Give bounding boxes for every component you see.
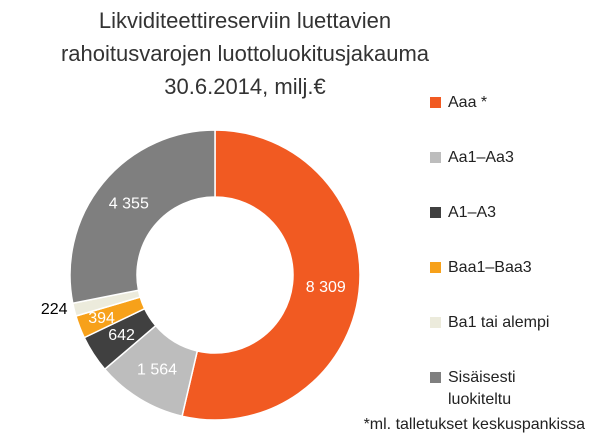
legend-item: Aa1–Aa3 (430, 143, 560, 198)
chart-title: Likviditeettireserviin luettavien (99, 8, 391, 33)
donut-slice (69, 129, 216, 305)
legend-item: Sisäisesti luokiteltu (430, 363, 560, 418)
legend-swatch (430, 372, 441, 383)
legend-label: Baa1–Baa3 (448, 259, 532, 276)
donut-slice (181, 129, 361, 421)
legend-swatch (430, 317, 441, 328)
data-label: 8 309 (306, 279, 346, 296)
legend-label: Sisäisesti luokiteltu (448, 369, 516, 408)
data-label: 4 355 (109, 195, 149, 212)
legend-swatch (430, 207, 441, 218)
legend-label: Ba1 tai alempi (448, 314, 550, 331)
footnote: *ml. talletukset keskuspankissa (364, 416, 586, 433)
legend-item: Aaa * (430, 88, 560, 143)
legend-item: Ba1 tai alempi (430, 308, 560, 363)
legend-item: Baa1–Baa3 (430, 253, 560, 308)
chart-title: 30.6.2014, milj.€ (164, 74, 325, 99)
chart-title: rahoitusvarojen luottoluokitusjakauma (61, 41, 430, 66)
legend-label: Aaa * (448, 94, 488, 111)
data-label: 642 (108, 327, 135, 344)
legend-label: Aa1–Aa3 (448, 149, 514, 166)
legend-item: A1–A3 (430, 198, 560, 253)
legend-swatch (430, 262, 441, 273)
legend: Aaa * Aa1–Aa3 A1–A3 Baa1–Baa3 Ba1 tai alempi… (430, 88, 560, 418)
legend-swatch (430, 152, 441, 163)
legend-label: A1–A3 (448, 204, 497, 221)
data-label: 394 (88, 310, 115, 327)
legend-swatch (430, 97, 441, 108)
data-label: 1 564 (137, 361, 177, 378)
data-label: 224 (41, 301, 68, 318)
